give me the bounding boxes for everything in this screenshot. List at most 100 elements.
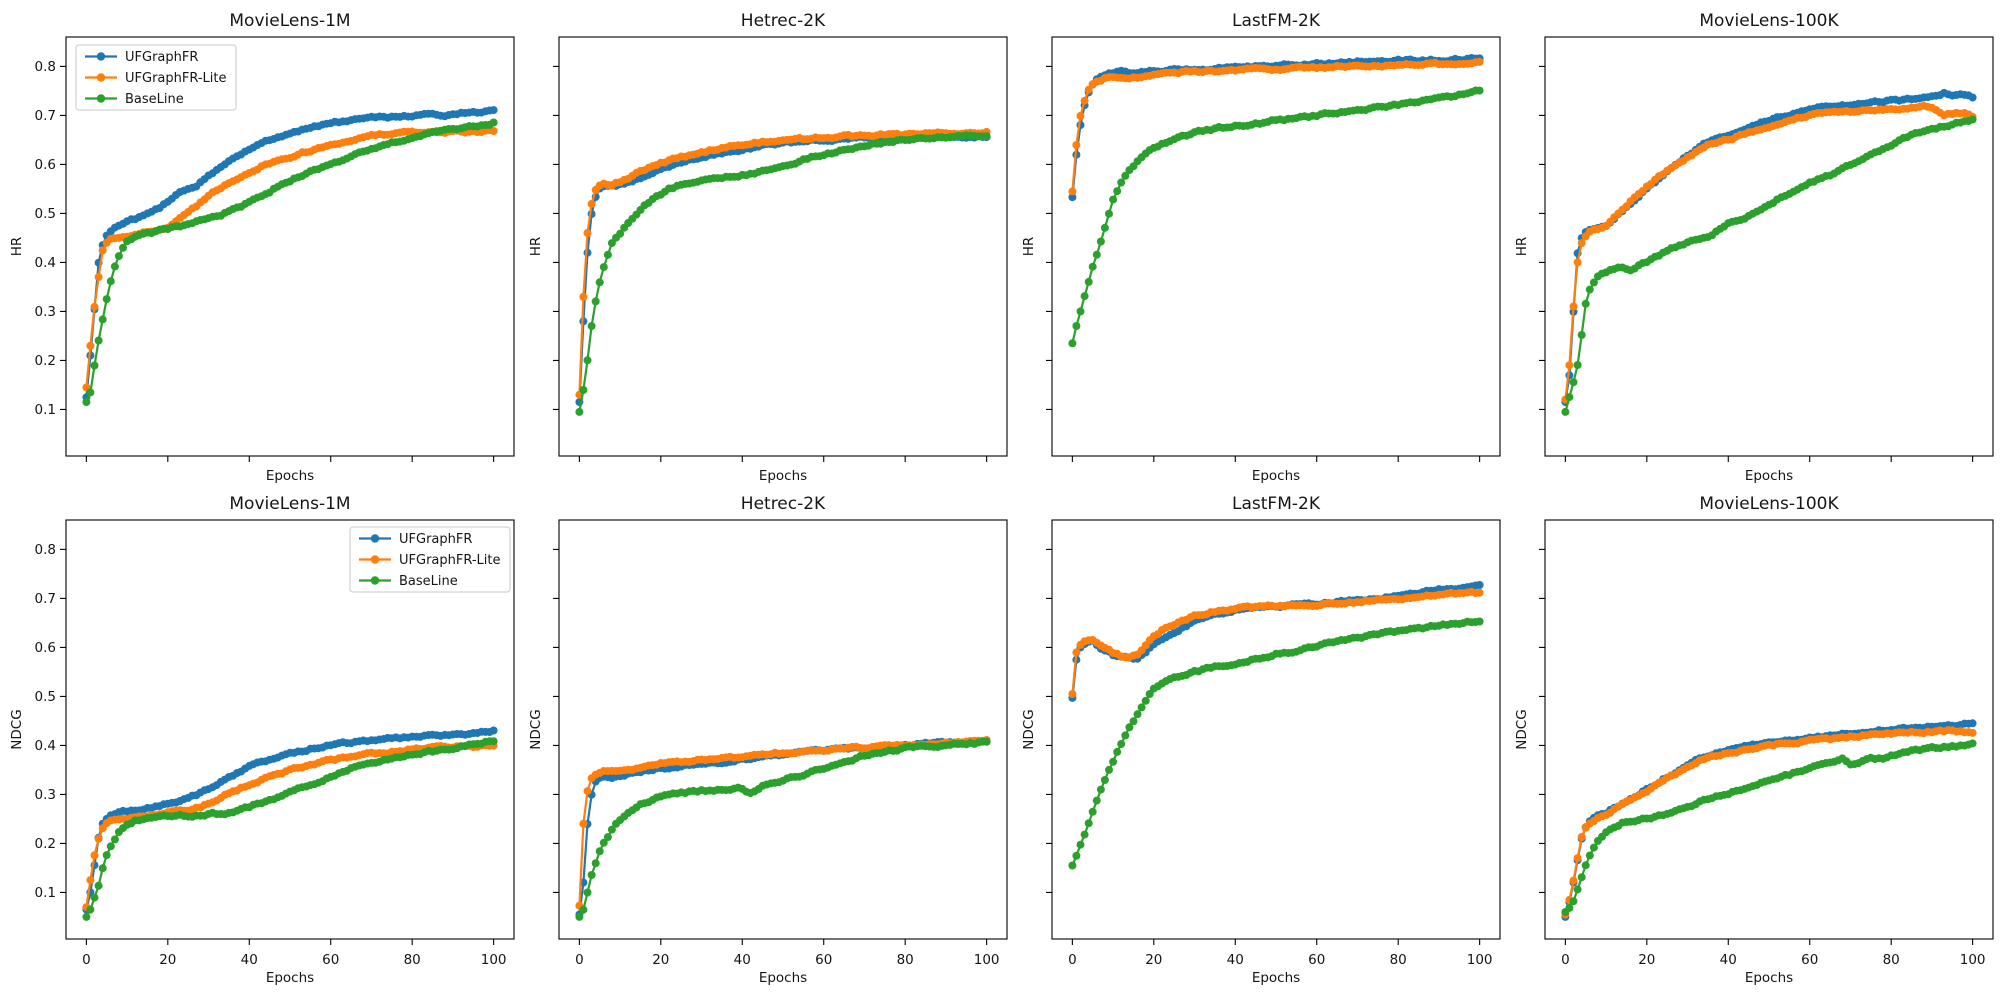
legend-marker-icon bbox=[96, 52, 106, 61]
data-point bbox=[599, 263, 608, 272]
data-point bbox=[94, 834, 103, 843]
data-point bbox=[1076, 840, 1085, 849]
data-point bbox=[1569, 897, 1578, 906]
legend-label: UFGraphFR bbox=[125, 50, 198, 65]
x-axis-label: Epochs bbox=[1252, 468, 1300, 484]
data-point bbox=[1117, 740, 1126, 748]
data-point bbox=[98, 864, 107, 873]
data-point bbox=[1096, 237, 1105, 246]
x-tick-label: 0 bbox=[1068, 952, 1077, 968]
data-point bbox=[106, 277, 115, 286]
data-point bbox=[1968, 115, 1977, 124]
data-point bbox=[1569, 302, 1578, 311]
data-point bbox=[1573, 854, 1582, 863]
data-point bbox=[591, 859, 600, 868]
data-point bbox=[1475, 617, 1484, 626]
x-tick-label: 60 bbox=[1308, 952, 1325, 968]
data-point bbox=[82, 398, 91, 407]
x-tick-label: 80 bbox=[897, 952, 914, 968]
x-tick-label: 100 bbox=[1467, 952, 1493, 968]
axes-frame bbox=[558, 36, 1008, 457]
x-axis-label: Epochs bbox=[1745, 468, 1793, 484]
data-point bbox=[1125, 723, 1134, 732]
legend-entry-baseline: BaseLine bbox=[359, 574, 458, 589]
data-point bbox=[1475, 57, 1484, 66]
x-tick-label: 0 bbox=[1561, 952, 1570, 968]
data-point bbox=[1573, 258, 1582, 267]
data-point bbox=[90, 361, 99, 370]
data-point bbox=[1080, 292, 1089, 301]
x-tick-label: 40 bbox=[1720, 952, 1737, 968]
data-point bbox=[575, 912, 584, 921]
x-tick-label: 100 bbox=[974, 952, 1000, 968]
data-point bbox=[1475, 86, 1484, 95]
y-tick-label: 0.5 bbox=[35, 689, 56, 705]
subplot-ndcg-lastfm-2k: 0 20 40 60 80 100 LastFM-2K NDCG Epochs bbox=[1021, 494, 1501, 986]
subplot-title: Hetrec-2K bbox=[741, 11, 826, 31]
legend-entry-baseline: BaseLine bbox=[85, 92, 184, 107]
data-point bbox=[1581, 299, 1590, 308]
data-point bbox=[489, 106, 498, 115]
y-axis-label: NDCG bbox=[528, 709, 544, 749]
subplot-ndcg-movielens-100k: 0 20 40 60 80 100 MovieLens-100K NDCG Epochs bbox=[1514, 494, 1994, 986]
series-markers-ufgraphfr-lite bbox=[1068, 587, 1484, 698]
data-point bbox=[1084, 277, 1093, 286]
x-axis-label: Epochs bbox=[1252, 970, 1300, 986]
series-markers-ufgraphfr-lite bbox=[575, 736, 991, 910]
legend-entry-ufgraphfr-lite: UFGraphFR-Lite bbox=[85, 71, 227, 86]
series-markers-baseline bbox=[1068, 86, 1484, 348]
data-point bbox=[1121, 171, 1130, 180]
x-tick-label: 0 bbox=[82, 952, 91, 968]
y-tick-label: 0.3 bbox=[35, 787, 56, 803]
data-point bbox=[86, 388, 95, 397]
data-point bbox=[86, 876, 95, 885]
data-point bbox=[489, 118, 498, 127]
y-tick-label: 0.4 bbox=[35, 255, 56, 271]
x-tick-label: 80 bbox=[404, 952, 421, 968]
legend-marker-icon bbox=[370, 534, 380, 543]
data-point bbox=[119, 243, 127, 252]
series-markers-ufgraphfr-lite bbox=[1561, 101, 1977, 404]
axes-frame bbox=[1544, 519, 1994, 940]
data-point bbox=[1113, 187, 1122, 196]
axes-frame bbox=[65, 36, 515, 457]
data-point bbox=[1565, 361, 1574, 370]
subplot-hr-hetrec-2k: Hetrec-2K HR Epochs bbox=[528, 11, 1008, 484]
data-point bbox=[1100, 776, 1109, 784]
data-point bbox=[1129, 717, 1138, 726]
data-point bbox=[114, 252, 123, 261]
data-point bbox=[1072, 322, 1081, 330]
axes-frame bbox=[1544, 36, 1994, 457]
series-line-ufgraphfr-lite bbox=[85, 129, 494, 388]
legend-label: BaseLine bbox=[399, 574, 458, 589]
legend-marker-icon bbox=[96, 73, 106, 82]
data-point bbox=[595, 847, 604, 856]
series-markers-ufgraphfr-lite bbox=[1068, 57, 1484, 196]
data-point bbox=[1084, 85, 1093, 94]
series-markers-ufgraphfr-lite bbox=[1561, 726, 1977, 919]
data-point bbox=[982, 132, 991, 141]
legend-entry-ufgraphfr: UFGraphFR bbox=[85, 50, 198, 65]
data-point bbox=[1096, 785, 1105, 794]
data-point bbox=[1569, 378, 1578, 387]
y-axis-label: HR bbox=[528, 237, 544, 257]
x-tick-label: 60 bbox=[815, 952, 832, 968]
data-point bbox=[1577, 832, 1586, 841]
series-markers-ufgraphfr-lite bbox=[575, 127, 991, 399]
data-point bbox=[1068, 861, 1077, 870]
legend-marker-icon bbox=[96, 94, 106, 103]
series-line-ufgraphfr-lite bbox=[1071, 60, 1480, 192]
subplot-hr-movielens-1m: 0.1 0.2 0.3 0.4 0.5 0.6 0.7 0.8 MovieLens-1M HR Ep… bbox=[9, 11, 515, 484]
data-point bbox=[1589, 843, 1598, 852]
y-tick-label: 0.8 bbox=[35, 542, 56, 558]
data-point bbox=[575, 407, 584, 416]
data-point bbox=[489, 737, 498, 746]
data-point bbox=[583, 787, 592, 796]
series-markers-baseline bbox=[1561, 115, 1977, 416]
data-point bbox=[1968, 93, 1977, 102]
series-markers-baseline bbox=[575, 737, 991, 921]
data-point bbox=[1585, 285, 1594, 294]
subplot-hr-lastfm-2k: LastFM-2K HR Epochs bbox=[1021, 11, 1501, 484]
data-point bbox=[1076, 307, 1085, 316]
data-point bbox=[1117, 178, 1126, 187]
